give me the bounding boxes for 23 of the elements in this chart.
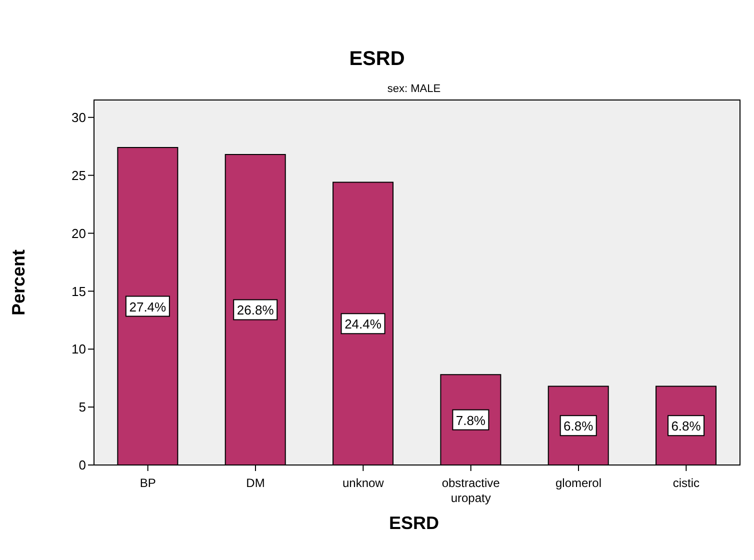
chart-subtitle: sex: MALE <box>386 83 442 95</box>
y-tick-label: 5 <box>78 400 86 415</box>
chart-title: ESRD <box>348 48 406 71</box>
data-label: 6.8% <box>671 418 702 434</box>
x-axis-title: ESRD <box>388 513 440 534</box>
y-tick-label: 15 <box>72 284 86 299</box>
y-axis-title: Percent <box>8 249 28 316</box>
x-tick-label: DM <box>246 476 265 490</box>
x-tick-label: cistic <box>672 476 700 490</box>
data-label: 24.4% <box>344 316 382 332</box>
data-label: 6.8% <box>564 418 594 434</box>
x-tick-label: BP <box>140 476 156 490</box>
data-label: 27.4% <box>129 299 167 314</box>
y-tick-label: 30 <box>72 110 86 125</box>
data-label: 26.8% <box>236 302 274 318</box>
y-tick-label: 10 <box>72 342 86 357</box>
y-tick-label: 0 <box>78 458 86 473</box>
x-tick-label: unknow <box>342 476 384 490</box>
x-tick-label: glomerol <box>555 476 602 490</box>
y-tick-label: 25 <box>72 168 86 183</box>
data-label: 7.8% <box>456 412 486 428</box>
y-tick-label: 20 <box>72 226 86 241</box>
x-tick-label: obstractive uropaty <box>442 476 500 505</box>
